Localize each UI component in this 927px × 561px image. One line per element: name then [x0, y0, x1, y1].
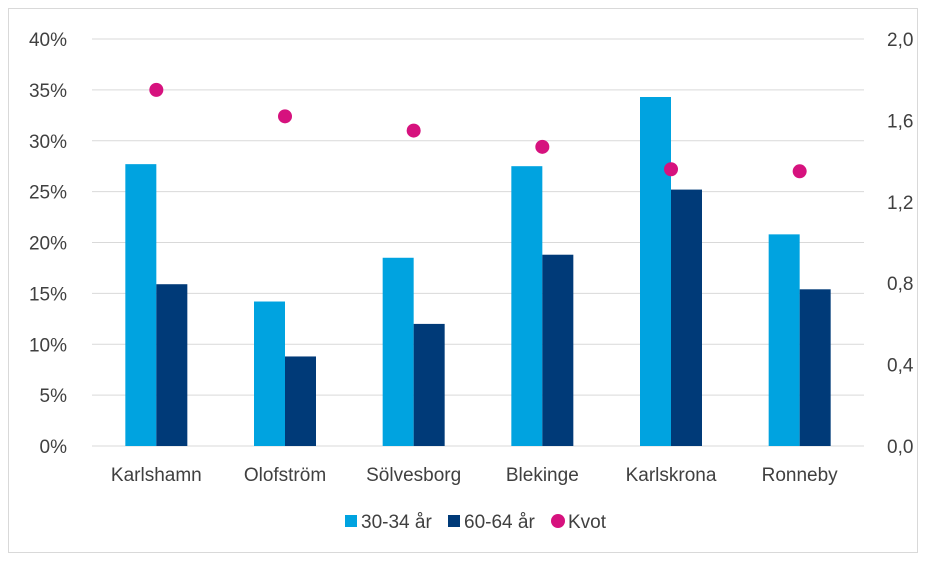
kvot-point	[664, 162, 678, 177]
bar-60-64	[542, 254, 574, 446]
bar-60-64	[671, 189, 702, 446]
y-left-tick-label: 15%	[29, 284, 67, 305]
x-category-label: Karlshamn	[111, 465, 202, 486]
legend-30-34-swatch	[345, 515, 357, 527]
y-right-tick-label: 2,0	[887, 30, 913, 51]
bar-30-34	[382, 257, 414, 446]
y-right-tick-label: 0,8	[887, 274, 913, 295]
y-left-tick-label: 35%	[29, 81, 67, 102]
legend-60-64-label: 60-64 år	[464, 512, 535, 533]
bar-30-34	[640, 96, 671, 446]
y-left-tick-label: 30%	[29, 132, 67, 153]
legend-kvot-label: Kvot	[568, 512, 607, 533]
legend-60-64-swatch	[448, 515, 460, 527]
kvot-point	[535, 139, 550, 154]
x-category-label: Karlskrona	[626, 465, 717, 486]
legend-30-34-label: 30-34 år	[361, 512, 432, 533]
kvot-point	[278, 109, 292, 124]
bar-60-64	[285, 356, 316, 446]
y-left-tick-label: 10%	[29, 335, 67, 356]
kvot-point	[406, 123, 421, 138]
y-left-tick-label: 40%	[29, 30, 67, 51]
legend-kvot-swatch	[551, 514, 565, 528]
bar-30-34	[125, 164, 157, 446]
bar-30-34	[768, 234, 800, 446]
bar-60-64	[156, 284, 188, 446]
y-right-tick-label: 1,2	[887, 193, 913, 214]
y-left-tick-label: 5%	[40, 386, 68, 407]
y-left-tick-label: 20%	[29, 234, 67, 255]
bar-60-64	[413, 323, 445, 446]
x-category-label: Ronneby	[762, 465, 839, 486]
y-right-tick-label: 0,0	[887, 437, 913, 458]
y-left-tick-label: 25%	[29, 183, 67, 204]
bar-30-34	[254, 301, 285, 446]
x-category-label: Blekinge	[506, 465, 579, 486]
bar-30-34	[511, 166, 543, 446]
kvot-point	[149, 82, 164, 97]
kvot-point	[792, 164, 807, 179]
y-right-tick-label: 0,4	[887, 356, 914, 377]
x-category-label: Olofström	[244, 465, 326, 486]
y-left-tick-label: 0%	[40, 437, 68, 458]
chart-frame	[8, 8, 918, 553]
bar-60-64	[799, 289, 831, 446]
x-category-label: Sölvesborg	[366, 465, 461, 486]
y-right-tick-label: 1,6	[887, 111, 913, 132]
